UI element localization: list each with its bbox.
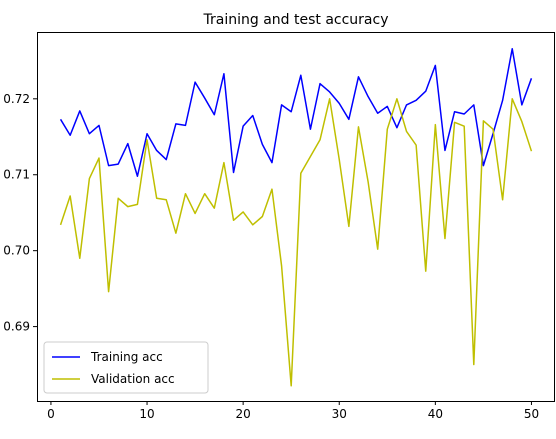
y-tick-label: 0.72 [3, 92, 30, 106]
x-tick-label: 30 [332, 407, 347, 421]
legend-box [43, 341, 209, 394]
chart-title: Training and test accuracy [203, 12, 389, 28]
legend-label-training-acc: Training acc [90, 350, 163, 364]
y-tick-label: 0.71 [3, 168, 30, 182]
legend-label-validation-acc: Validation acc [91, 372, 175, 386]
x-tick-label: 50 [524, 407, 539, 421]
legend: Training acc Validation acc [43, 341, 209, 394]
x-tick-label: 0 [47, 407, 55, 421]
x-tick-label: 20 [236, 407, 251, 421]
x-tick-label: 40 [428, 407, 443, 421]
y-tick-label: 0.70 [3, 244, 30, 258]
series-line-validation-acc [59, 98, 533, 387]
x-tick-label: 10 [139, 407, 154, 421]
plot-frame [37, 32, 555, 402]
y-tick-label: 0.69 [3, 320, 30, 334]
chart-marks [59, 47, 533, 387]
series-line-training-acc [59, 47, 533, 178]
axes: 0 10 20 30 40 50 0.69 0.70 0.71 0.72 [3, 92, 539, 421]
